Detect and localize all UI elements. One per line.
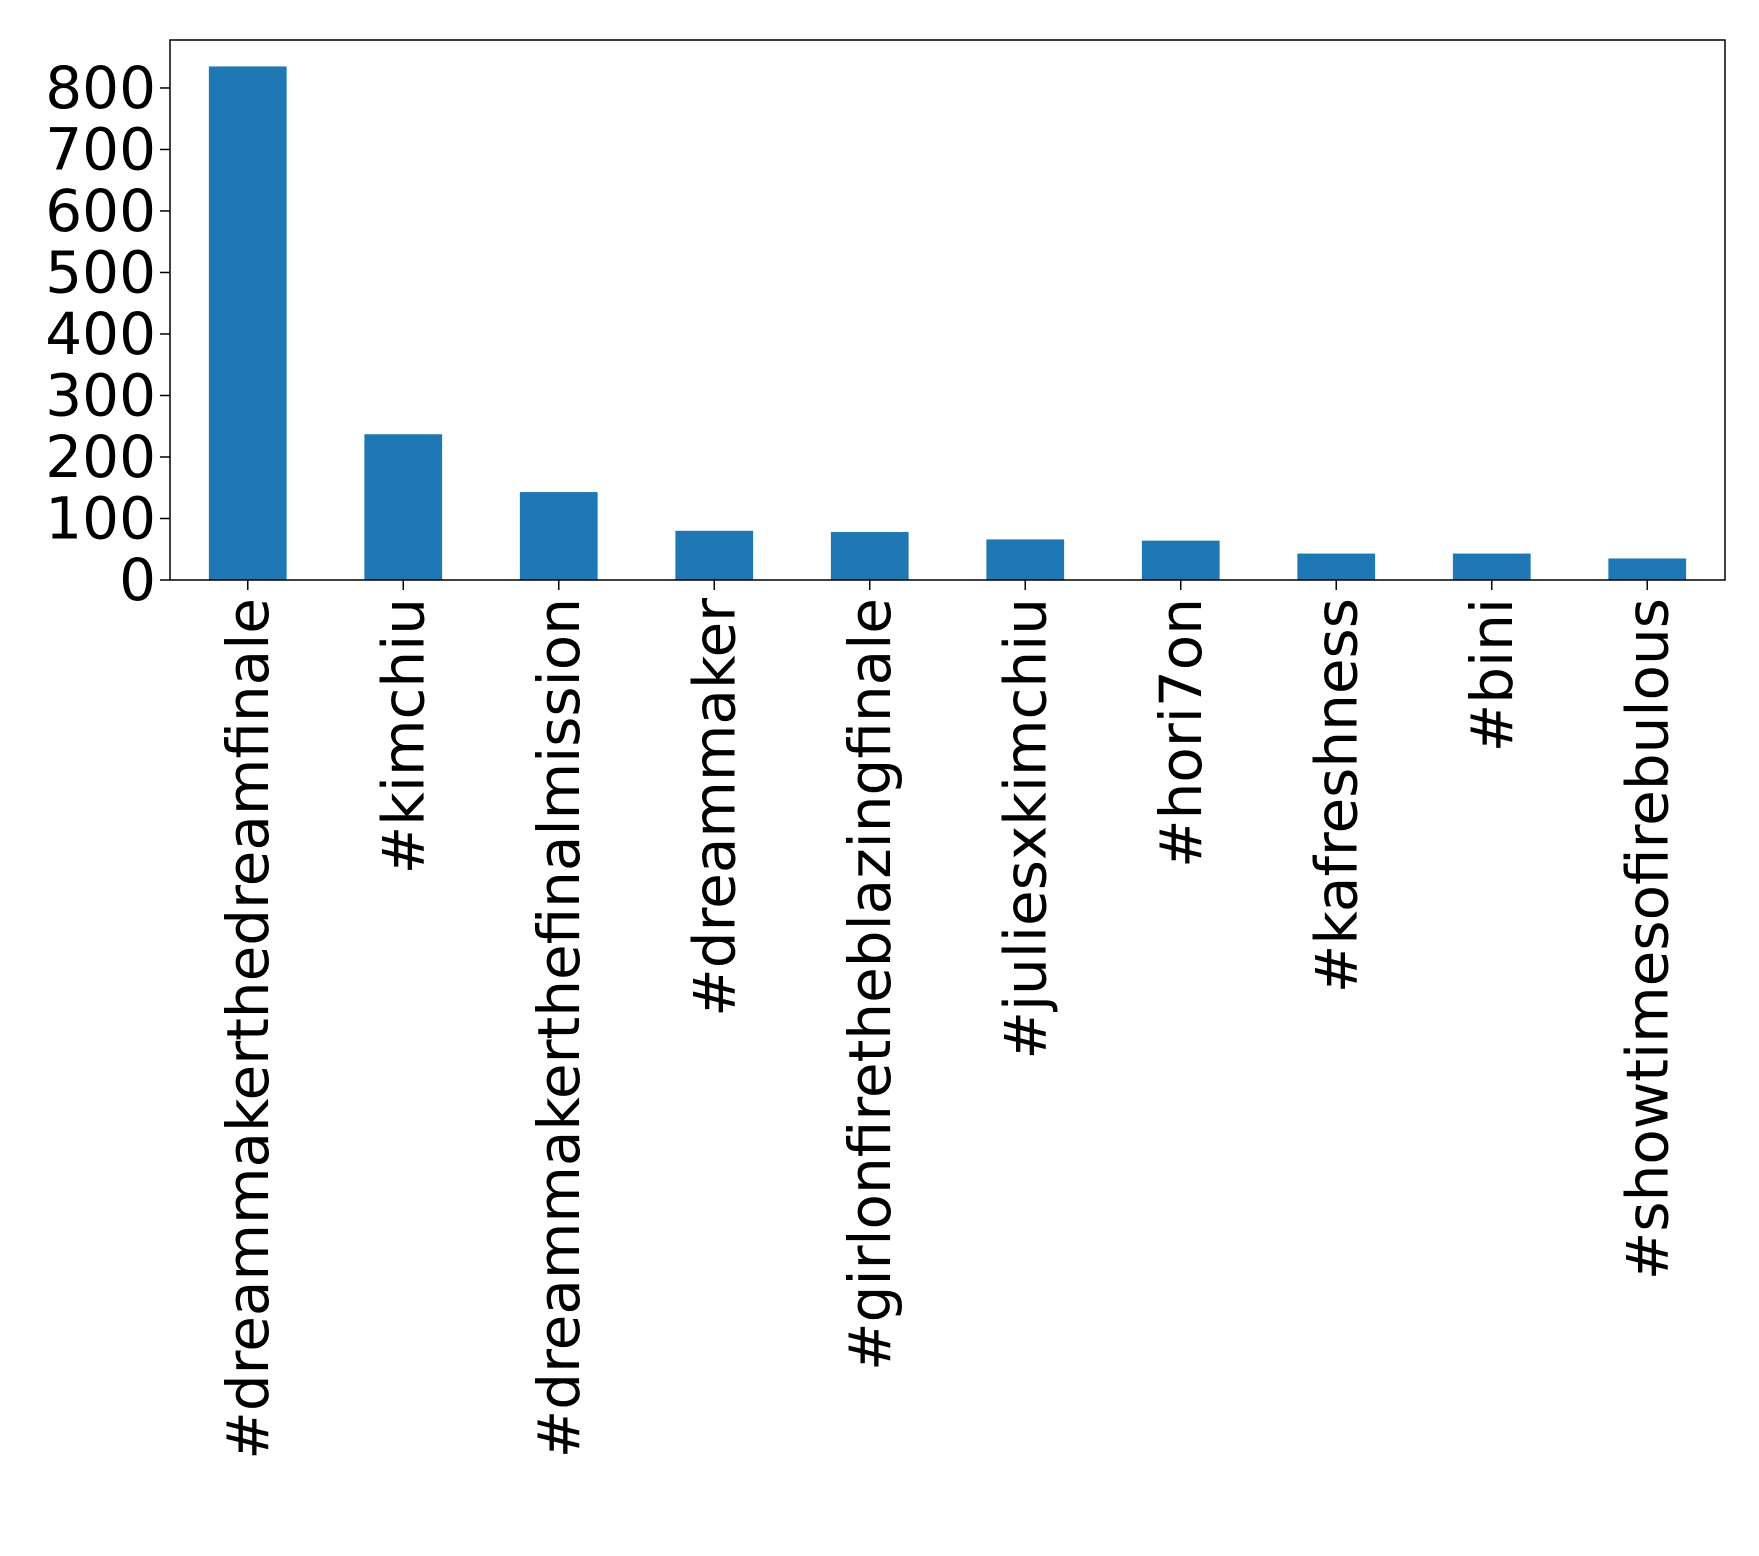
x-tick-label: #dreammaker [680,598,748,1017]
bar-5 [986,539,1065,580]
x-tick-label: #girlonfiretheblazingfinale [836,598,904,1371]
bar-4 [830,532,909,580]
bar-8 [1452,553,1531,580]
x-tick-label: #dreammakerthedreamfinale [214,598,282,1460]
bar-2 [519,492,598,580]
y-tick-label: 800 [45,54,156,122]
bar-7 [1297,553,1376,580]
bars-group [208,66,1687,580]
x-axis: #dreammakerthedreamfinale #kimchiu #dreamm… [214,580,1681,1460]
x-tick-label: #showtimesofirebulous [1613,598,1681,1280]
y-tick-label: 200 [45,423,156,491]
bar-9 [1608,558,1687,580]
y-tick-label: 100 [45,484,156,552]
y-tick-label: 400 [45,300,156,368]
bar-1 [364,434,443,580]
x-tick-label: #hori7on [1147,598,1215,868]
x-tick-label: #dreammakerthefinalmission [525,598,593,1458]
x-tick-label: #kafreshness [1302,598,1370,993]
plot-frame [169,39,1726,581]
y-tick-label: 300 [45,361,156,429]
x-tick-label: #kimchiu [369,598,437,874]
x-tick-label: #bini [1458,598,1526,752]
y-tick-label: 500 [45,238,156,306]
y-tick-label: 700 [45,115,156,183]
y-tick-label: 0 [119,546,156,614]
bar-3 [675,530,754,580]
bar-6 [1141,540,1220,580]
bar-0 [208,66,287,580]
x-tick-label: #juliesxkimchiu [991,598,1059,1060]
y-tick-label: 600 [45,177,156,245]
